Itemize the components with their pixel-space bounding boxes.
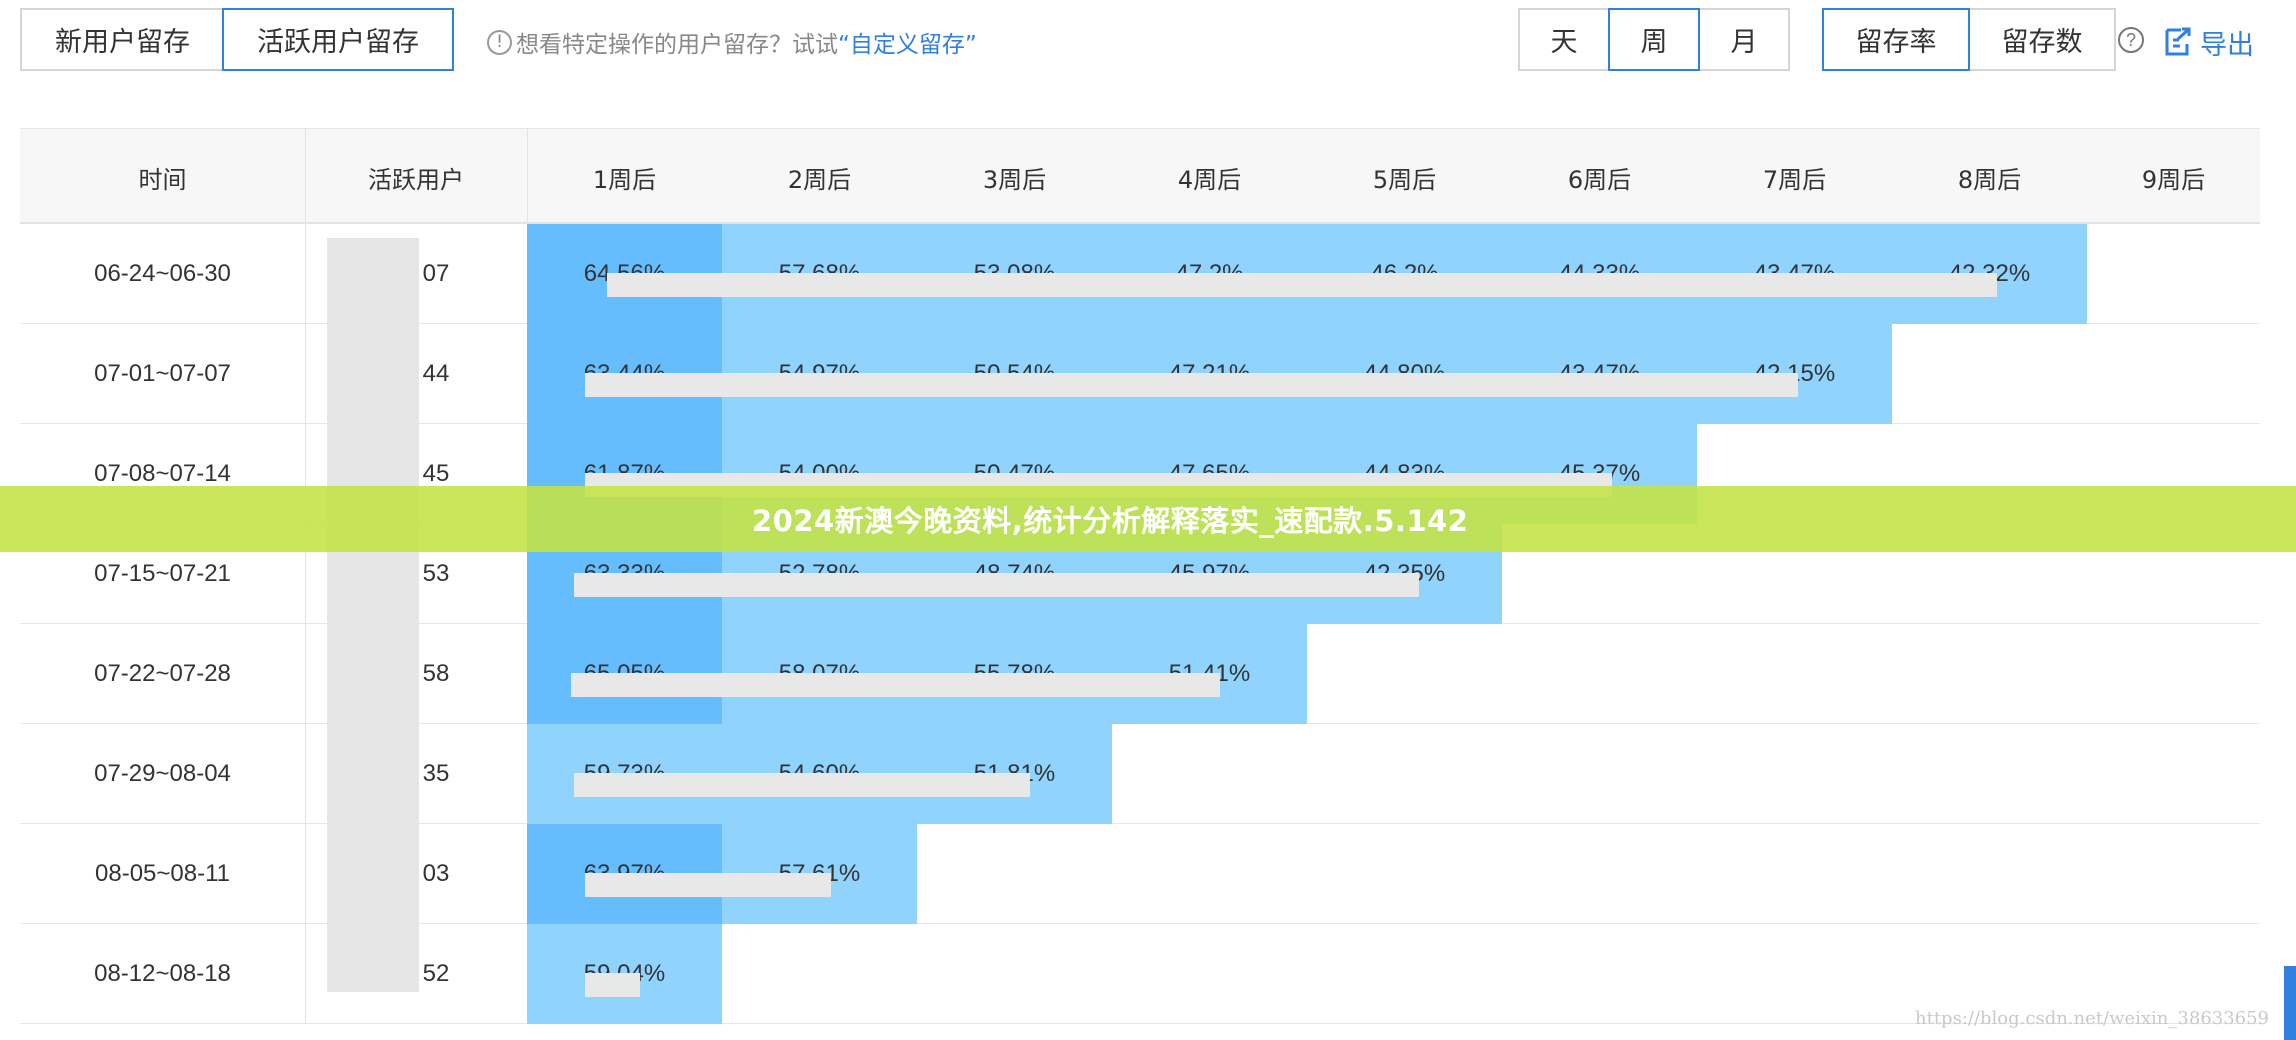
row-active-users: 53 <box>422 560 450 587</box>
period-month-button[interactable]: 月 <box>1698 8 1790 71</box>
column-header: 2周后 <box>787 165 852 194</box>
column-header: 4周后 <box>1177 165 1242 194</box>
table-header: 时间 活跃用户 1周后 2周后 3周后 4周后 5周后 6周后 7周后 8周后 9周后 <box>20 128 2260 225</box>
column-divider <box>305 724 306 824</box>
column-divider <box>305 624 306 724</box>
column-header: 8周后 <box>1957 165 2022 194</box>
row-date: 08-05~08-11 <box>95 860 230 887</box>
column-header: 3周后 <box>982 165 1047 194</box>
export-button[interactable]: 导出 <box>2164 22 2254 62</box>
export-label: 导出 <box>2200 29 2254 61</box>
row-date: 07-01~07-07 <box>94 360 231 387</box>
row-active-users: 45 <box>422 460 450 487</box>
row-date: 07-22~07-28 <box>94 660 231 687</box>
column-divider <box>305 129 306 225</box>
custom-retention-hint: ! 想看特定操作的用户留存？试试 “自定义留存” <box>487 24 977 60</box>
info-circle-icon: ! <box>487 29 512 55</box>
row-active-users: 44 <box>422 360 450 387</box>
redaction-bar <box>585 973 640 997</box>
row-active-users: 58 <box>422 660 450 687</box>
column-divider <box>305 524 306 624</box>
redaction-bar <box>585 373 1798 397</box>
column-header: 9周后 <box>2141 165 2206 194</box>
redaction-bar <box>585 873 831 897</box>
tab-active-user-retention[interactable]: 活跃用户留存 <box>222 8 454 71</box>
banner-text: 2024新澳今晚资料,统计分析解释落实_速配款.5.142 <box>752 504 1469 538</box>
row-date: 07-08~07-14 <box>94 460 231 487</box>
toolbar: 新用户留存 活跃用户留存 ! 想看特定操作的用户留存？试试 “自定义留存” 天 … <box>0 0 2296 90</box>
row-date: 08-12~08-18 <box>94 960 231 987</box>
row-active-users: 52 <box>422 960 450 987</box>
column-header: 时间 <box>138 165 187 194</box>
redaction-block <box>327 238 419 992</box>
redaction-bar <box>571 673 1220 697</box>
column-divider <box>305 224 306 324</box>
row-date: 07-15~07-21 <box>94 560 231 587</box>
column-header: 7周后 <box>1762 165 1827 194</box>
column-divider <box>305 424 306 524</box>
metric-rate-button[interactable]: 留存率 <box>1822 8 1970 71</box>
column-divider <box>527 129 528 225</box>
period-day-button[interactable]: 天 <box>1518 8 1610 71</box>
hint-text: 想看特定操作的用户留存？试试 <box>516 32 838 58</box>
row-active-users: 07 <box>422 260 450 287</box>
tab-new-user-retention[interactable]: 新用户留存 <box>20 8 225 71</box>
metric-count-button[interactable]: 留存数 <box>1968 8 2116 71</box>
export-icon <box>2165 27 2191 56</box>
row-active-users: 35 <box>422 760 450 787</box>
question-circle-icon[interactable]: ? <box>2118 27 2144 53</box>
overlay-banner: 2024新澳今晚资料,统计分析解释落实_速配款.5.142 <box>0 486 2296 552</box>
redaction-bar <box>607 273 1997 297</box>
custom-retention-link[interactable]: “自定义留存” <box>838 32 977 58</box>
column-header: 1周后 <box>592 165 657 194</box>
row-active-users: 03 <box>422 860 450 887</box>
scrollbar-handle[interactable] <box>2284 966 2296 1040</box>
watermark: https://blog.csdn.net/weixin_38633659 <box>1915 1008 2270 1029</box>
column-divider <box>305 924 306 1024</box>
period-week-button[interactable]: 周 <box>1608 8 1700 71</box>
column-divider <box>305 324 306 424</box>
column-header: 6周后 <box>1567 165 1632 194</box>
row-date: 06-24~06-30 <box>94 260 231 287</box>
redaction-bar <box>574 573 1419 597</box>
column-header: 活跃用户 <box>368 165 464 194</box>
column-divider <box>305 824 306 924</box>
column-header: 5周后 <box>1372 165 1437 194</box>
redaction-bar <box>574 773 1030 797</box>
row-date: 07-29~08-04 <box>94 760 231 787</box>
